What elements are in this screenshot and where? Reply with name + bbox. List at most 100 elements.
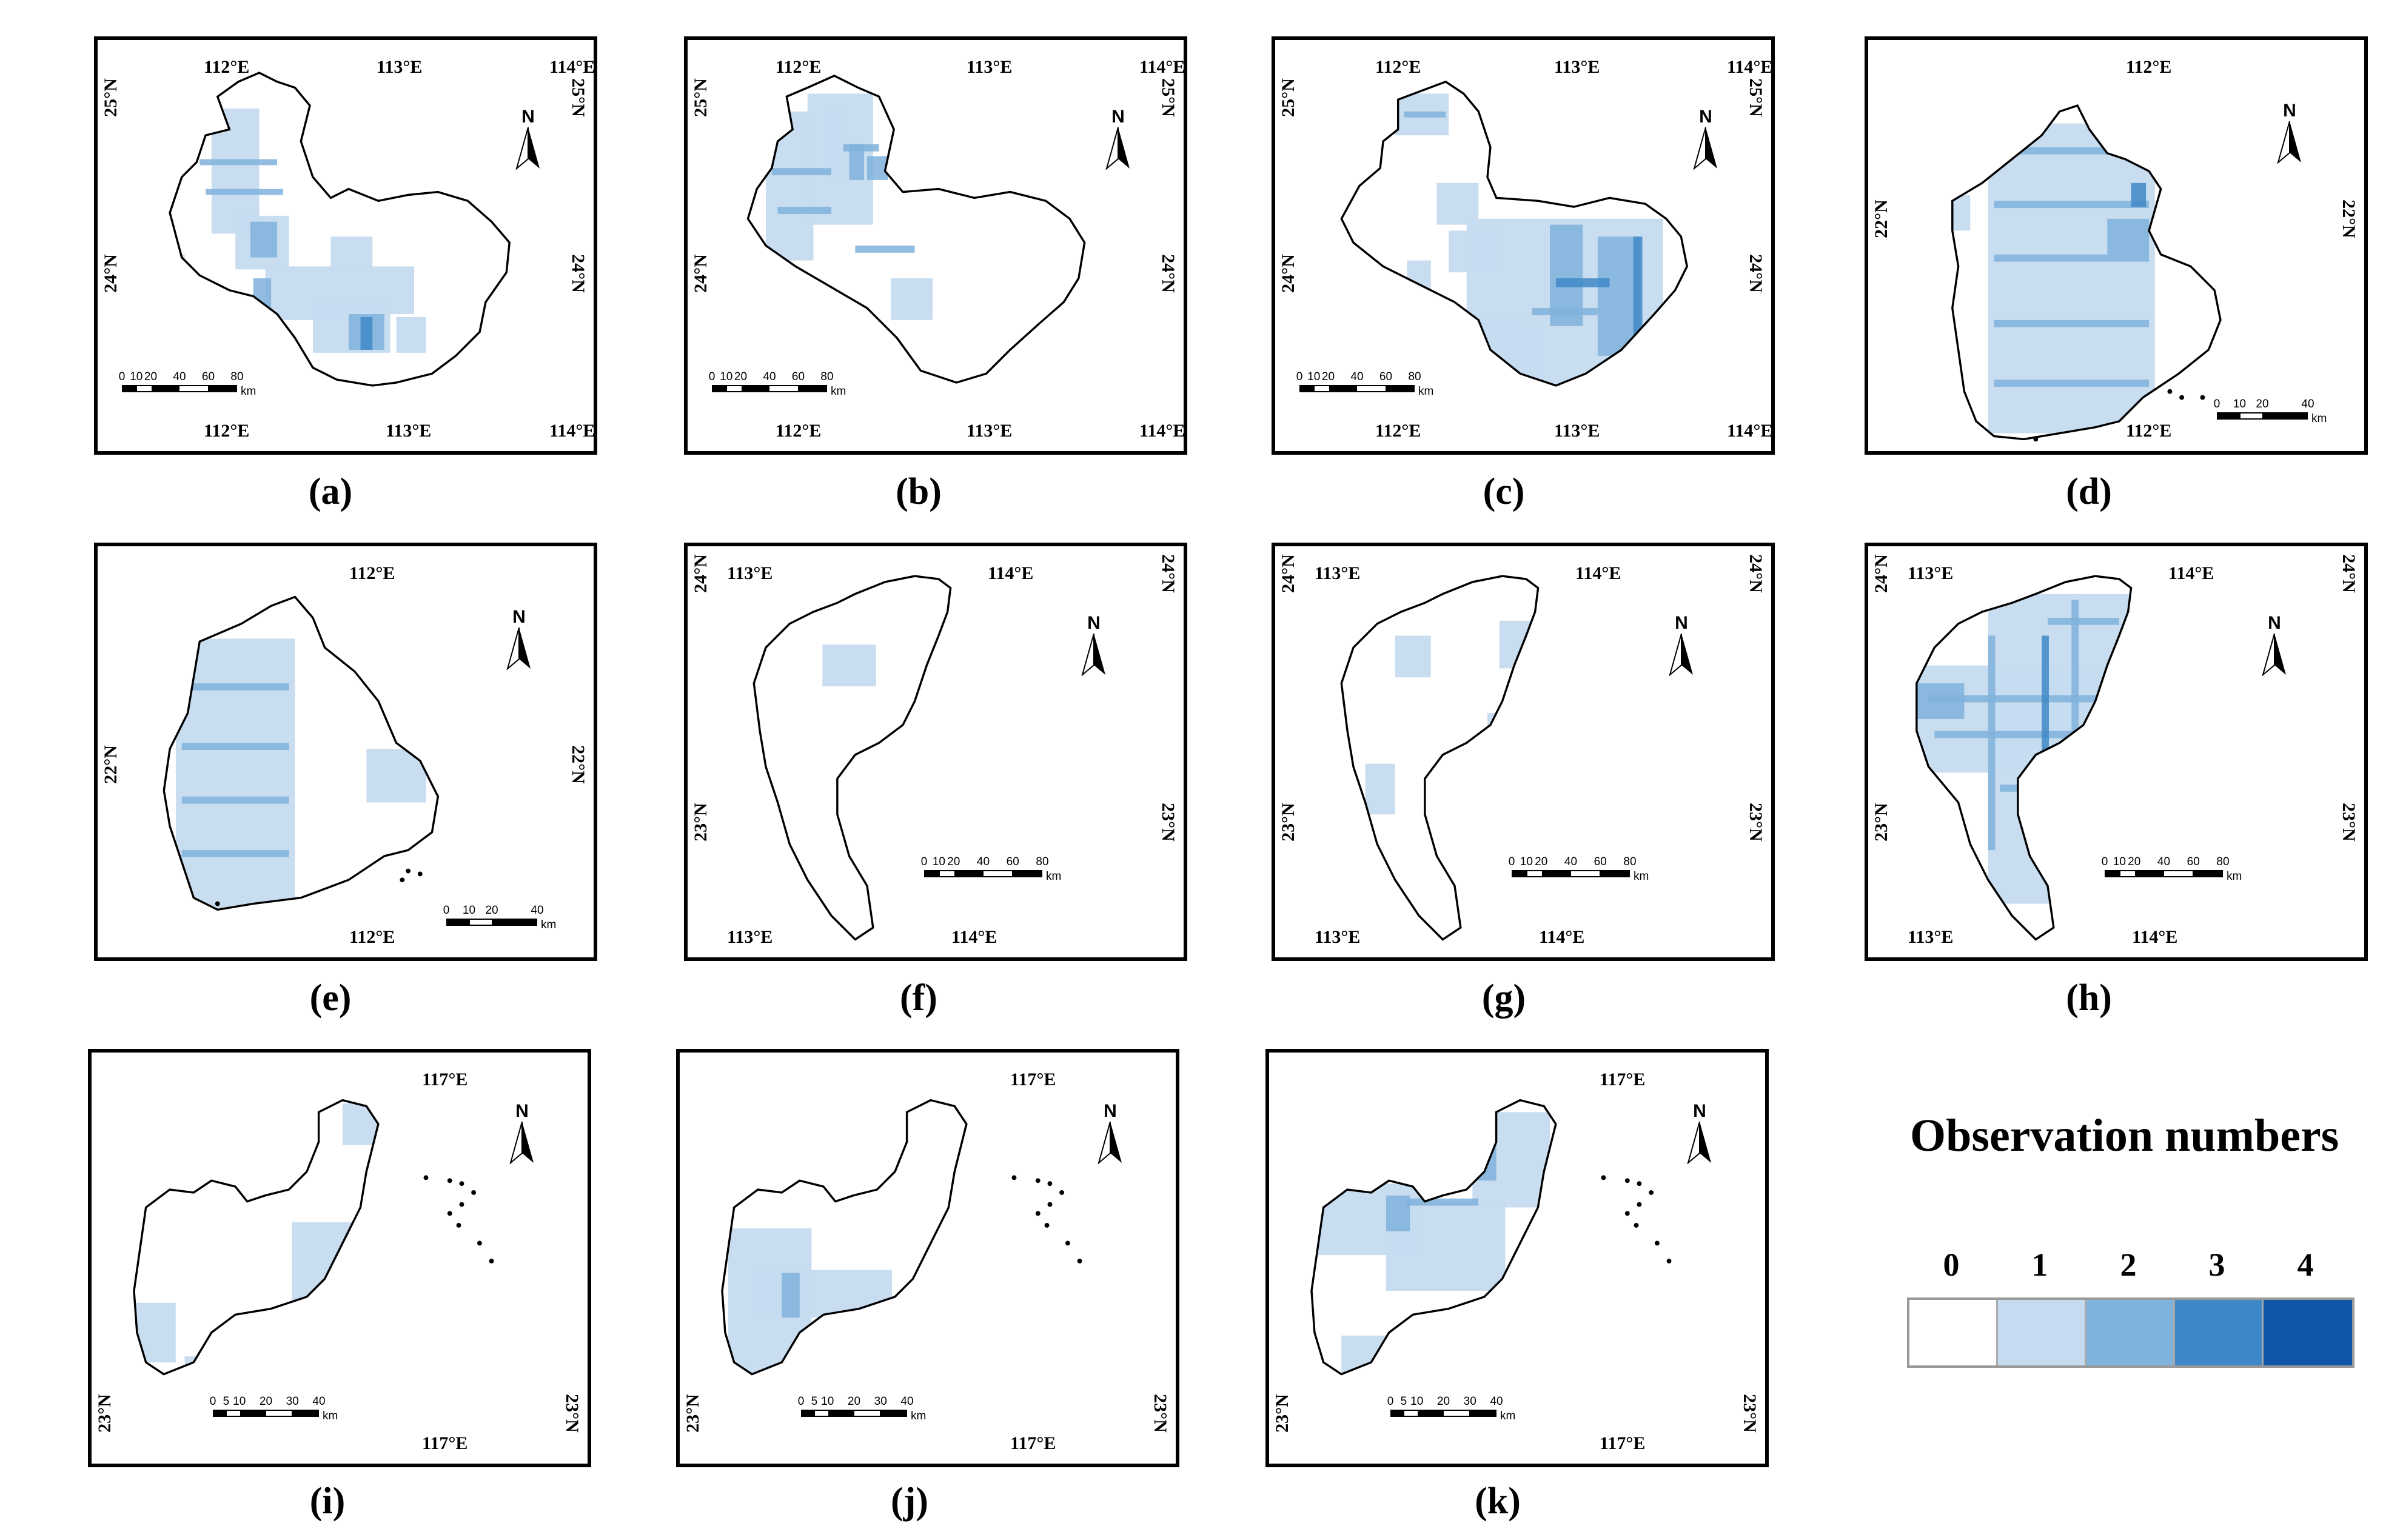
scale-tick-label: 60 [1006, 855, 1019, 868]
scale-unit: km [831, 385, 846, 398]
coordinate-label: 114°E [1727, 421, 1773, 441]
map-c [1340, 80, 1689, 387]
coordinate-label: 25°N [1745, 78, 1766, 117]
north-label: N [512, 607, 526, 627]
island-dot [1077, 1258, 1082, 1264]
map-j [721, 1099, 1082, 1376]
observation-footprint [777, 207, 832, 214]
coordinate-label: 112°E [1375, 421, 1421, 441]
scale-tick-label: 20 [1535, 855, 1548, 868]
region-boundary [1340, 80, 1689, 387]
coordinate-label: 24°N [100, 254, 121, 293]
region-boundary [1915, 575, 2133, 941]
legend-swatch-2 [2086, 1300, 2175, 1365]
legend-label-2: 2 [2120, 1247, 2137, 1283]
legend-swatch-0 [1909, 1300, 1998, 1365]
scale-unit: km [541, 919, 557, 931]
coordinate-label: 112°E [776, 57, 822, 77]
coordinate-label: 117°E [1010, 1433, 1056, 1453]
region-boundary [1340, 575, 1540, 941]
scale-unit: km [323, 1410, 338, 1422]
coordinate-label: 114°E [2132, 927, 2178, 947]
north-arrow-icon: N [1076, 613, 1112, 680]
scale-tick-label: 30 [286, 1395, 299, 1408]
observation-footprint [1633, 236, 1643, 356]
scale-bar: 0 5 10 20 30 40 km [798, 1395, 931, 1431]
coordinate-label: 23°N [1739, 1394, 1760, 1433]
coordinate-label: 22°N [1871, 199, 1891, 238]
legend-label-3: 3 [2208, 1247, 2225, 1283]
coordinate-label: 23°N [1745, 803, 1766, 842]
scale-tick-label: 0 [2101, 855, 2108, 868]
observation-footprint [181, 683, 289, 691]
island-dot [2179, 395, 2185, 400]
coordinate-label: 112°E [349, 927, 395, 947]
coordinate-label: 22°N [568, 745, 588, 784]
coordinate-label: 23°N [1150, 1394, 1170, 1433]
scale-tick-label: 10 [932, 855, 945, 868]
island-dot [406, 868, 411, 874]
scale-tick-label: 20 [485, 904, 498, 917]
scale-tick-label: 60 [201, 370, 215, 383]
scale-unit: km [241, 385, 256, 398]
observation-footprint [849, 144, 865, 180]
observation-footprint [396, 316, 426, 353]
scale-tick-label: 10 [821, 1395, 834, 1408]
coordinate-label: 23°N [1871, 803, 1891, 842]
coordinate-label: 117°E [1600, 1070, 1646, 1090]
scale-tick-label: 0 [443, 904, 450, 917]
scale-tick-label: 40 [976, 855, 990, 868]
panel-caption: (k) [1475, 1481, 1521, 1522]
scale-tick-label: 10 [720, 370, 733, 383]
observation-footprint [855, 246, 915, 253]
observation-footprint [1597, 236, 1640, 356]
scale-bar: 0 10 20 40 km [2213, 398, 2332, 434]
scale-tick-label: 0 [1508, 855, 1515, 868]
observation-footprint [250, 221, 277, 258]
map-panel-k: 117°E 117°E 23°N 23°N N 0 5 10 20 30 40 km [1265, 1049, 1769, 1467]
coordinate-label: 112°E [349, 563, 395, 583]
observation-footprint [199, 159, 277, 166]
coordinate-label: 114°E [1139, 421, 1185, 441]
observation-footprint [1407, 260, 1431, 296]
island-dot [2200, 395, 2205, 400]
coordinate-label: 114°E [549, 57, 595, 77]
north-arrow-icon: N [2271, 101, 2308, 167]
island-dot [215, 901, 220, 906]
scale-tick-label: 80 [1623, 855, 1637, 868]
coordinate-label: 117°E [422, 1433, 468, 1453]
scale-tick-label: 20 [144, 370, 158, 383]
island-dot [423, 1175, 429, 1180]
island-dot [1601, 1175, 1606, 1180]
island-dot [1044, 1223, 1050, 1228]
observation-footprint [181, 796, 289, 804]
map-f [752, 575, 952, 941]
legend-swatch-3 [2175, 1300, 2264, 1365]
scale-tick-label: 20 [734, 370, 748, 383]
island-dot [489, 1258, 494, 1264]
island-dot [1047, 1181, 1053, 1187]
panel-caption: (d) [2066, 471, 2112, 512]
scale-bar: 0 10 20 40 60 80 km [1296, 370, 1439, 407]
map-panel-i: 117°E 117°E 23°N 23°N N 0 5 10 20 30 40 km [88, 1049, 591, 1467]
observation-footprint [1934, 731, 2125, 738]
observation-footprint [1532, 308, 1598, 315]
observation-footprint [782, 1273, 800, 1318]
island-dot [1654, 1240, 1660, 1246]
map-panel-f: 113°E 114°E 113°E 114°E 24°N 23°N 24°N 23°N N 0 10… [684, 543, 1187, 961]
scale-tick-label: 10 [1307, 370, 1321, 383]
scale-tick-label: 5 [223, 1395, 230, 1408]
observation-footprint [1487, 713, 1538, 773]
map-b [746, 75, 1086, 384]
observation-footprint [2048, 617, 2119, 625]
panel-caption: (i) [309, 1481, 346, 1522]
coordinate-label: 23°N [1272, 1394, 1292, 1433]
observation-footprint [822, 644, 876, 686]
north-arrow-icon: N [1687, 107, 1724, 173]
map-panel-e: 112°E 112°E 22°N 22°N N 0 10 20 40 km [94, 543, 597, 961]
scale-tick-label: 10 [130, 370, 143, 383]
coordinate-label: 113°E [727, 927, 773, 947]
scale-tick-label: 0 [2213, 398, 2220, 410]
observation-footprint [1994, 320, 2150, 327]
coordinate-label: 113°E [967, 421, 1013, 441]
